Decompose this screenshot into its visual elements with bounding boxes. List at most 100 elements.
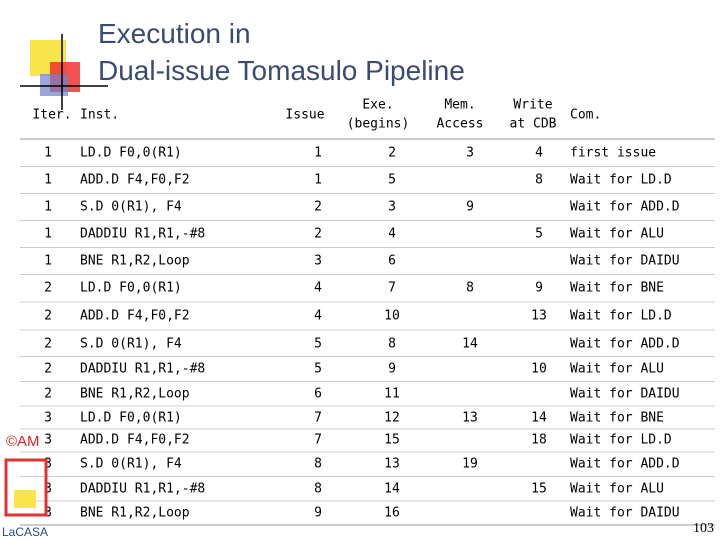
header-cell: at CDB: [510, 117, 557, 132]
table-cell: ADD.D F4,F0,F2: [80, 309, 190, 324]
table-cell: 3: [466, 146, 474, 161]
table-cell: 16: [384, 506, 400, 521]
table: Iter. Inst. Issue Exe. (begins) Mem. Access Wri…: [20, 98, 715, 526]
table-cell: S.D 0(R1), F4: [80, 457, 182, 472]
title-line: Dual-issue Tomasulo Pipeline: [98, 55, 465, 86]
logo-copyright: ©AM: [6, 433, 40, 450]
deco-blue: [40, 74, 68, 96]
table-cell: 4: [314, 309, 322, 324]
table-cell: Wait for LD.D: [570, 433, 672, 448]
header-cell: Write: [513, 98, 552, 113]
table-cell: 1: [314, 173, 322, 188]
table-cell: 2: [388, 146, 396, 161]
table-cell: 7: [314, 411, 322, 426]
table-cell: 10: [531, 362, 547, 377]
header-cell: Com.: [570, 108, 601, 123]
table-cell: Wait for ADD.D: [570, 337, 680, 352]
table-cell: DADDIU R1,R1,-#8: [80, 362, 205, 377]
table-cell: BNE R1,R2,Loop: [80, 387, 190, 402]
table-cell: DADDIU R1,R1,-#8: [80, 227, 205, 242]
table-cell: 3: [44, 457, 52, 472]
table-cell: 13: [384, 457, 400, 472]
table-cell: 8: [314, 457, 322, 472]
table-cell: 7: [314, 433, 322, 448]
table-cell: BNE R1,R2,Loop: [80, 254, 190, 269]
table-cell: 7: [388, 281, 396, 296]
table-cell: 9: [535, 281, 543, 296]
header-cell: Iter.: [32, 108, 71, 123]
table-cell: 6: [314, 387, 322, 402]
table-cell: 14: [384, 482, 400, 497]
table-cell: LD.D F0,0(R1): [80, 146, 182, 161]
table-cell: 8: [388, 337, 396, 352]
table-cell: 1: [44, 173, 52, 188]
table-cell: 19: [462, 457, 478, 472]
table-cell: Wait for DAIDU: [570, 387, 680, 402]
title-line: Execution in: [98, 18, 251, 49]
header-cell: Access: [437, 117, 484, 132]
table-cell: 3: [314, 254, 322, 269]
table-cell: Wait for DAIDU: [570, 506, 680, 521]
table-cell: 4: [388, 227, 396, 242]
table-cell: 13: [462, 411, 478, 426]
table-cell: 2: [314, 200, 322, 215]
table-cell: 11: [384, 387, 400, 402]
logo-name: LaCASA: [2, 525, 48, 539]
table-cell: first issue: [570, 146, 656, 161]
table-cell: Wait for ADD.D: [570, 200, 680, 215]
table-cell: ADD.D F4,F0,F2: [80, 433, 190, 448]
header-cell: Exe.: [362, 98, 393, 113]
table-cell: 10: [384, 309, 400, 324]
table-cell: Wait for ALU: [570, 482, 664, 497]
table-cell: 8: [535, 173, 543, 188]
table-cell: Wait for BNE: [570, 281, 664, 296]
table-cell: 13: [531, 309, 547, 324]
table-cell: 4: [314, 281, 322, 296]
page-number: 103: [693, 521, 714, 536]
table-cell: 3: [44, 482, 52, 497]
table-cell: 3: [44, 411, 52, 426]
table-cell: 9: [388, 362, 396, 377]
table-cell: LD.D F0,0(R1): [80, 281, 182, 296]
table-cell: 14: [531, 411, 547, 426]
table-cell: 15: [384, 433, 400, 448]
table-cell: 9: [466, 200, 474, 215]
table-cell: 9: [314, 506, 322, 521]
table-cell: 1: [314, 146, 322, 161]
table-cell: 15: [531, 482, 547, 497]
logo-yellow: [14, 490, 36, 508]
table-cell: 2: [44, 337, 52, 352]
table-cell: 14: [462, 337, 478, 352]
header-cell: (begins): [347, 117, 410, 132]
table-cell: 5: [314, 362, 322, 377]
table-cell: S.D 0(R1), F4: [80, 200, 182, 215]
table-cell: 4: [535, 146, 543, 161]
table-cell: 5: [388, 173, 396, 188]
table-cell: Wait for ADD.D: [570, 457, 680, 472]
table-cell: 2: [44, 309, 52, 324]
table-cell: Wait for BNE: [570, 411, 664, 426]
table-cell: 1: [44, 200, 52, 215]
table-cell: 2: [44, 362, 52, 377]
table-cell: 18: [531, 433, 547, 448]
table-cell: S.D 0(R1), F4: [80, 337, 182, 352]
table-cell: 8: [314, 482, 322, 497]
table-cell: Wait for ALU: [570, 227, 664, 242]
table-cell: 2: [314, 227, 322, 242]
table-cell: 1: [44, 146, 52, 161]
table-cell: 12: [384, 411, 400, 426]
table-cell: LD.D F0,0(R1): [80, 411, 182, 426]
table-cell: 5: [535, 227, 543, 242]
table-cell: 3: [44, 433, 52, 448]
header-cell: Mem.: [444, 98, 475, 113]
table-cell: 1: [44, 254, 52, 269]
table-cell: 5: [314, 337, 322, 352]
table-cell: Wait for LD.D: [570, 309, 672, 324]
header-cell: Inst.: [80, 108, 119, 123]
table-cell: 3: [388, 200, 396, 215]
table-cell: Wait for LD.D: [570, 173, 672, 188]
table-cell: Wait for DAIDU: [570, 254, 680, 269]
table-cell: ADD.D F4,F0,F2: [80, 173, 190, 188]
table-cell: BNE R1,R2,Loop: [80, 506, 190, 521]
table-cell: 6: [388, 254, 396, 269]
